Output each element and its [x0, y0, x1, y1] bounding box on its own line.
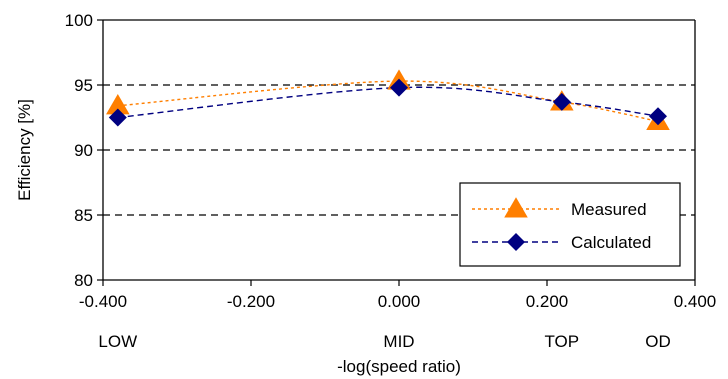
y-axis-title: Efficiency [%] — [15, 99, 34, 201]
data-point-calculated — [552, 92, 571, 111]
axis-layer — [97, 19, 696, 286]
legend-marker-calculated — [507, 233, 525, 251]
x-tick-label: -0.200 — [227, 292, 275, 311]
legend-label-measured: Measured — [571, 200, 647, 219]
gear-label-top: TOP — [544, 332, 579, 351]
series-layer — [106, 69, 670, 130]
x-tick-label: 0.000 — [378, 292, 421, 311]
x-tick-label: 0.200 — [526, 292, 569, 311]
legend-marker-measured — [504, 197, 528, 218]
x-tick-label: 0.400 — [674, 292, 717, 311]
y-tick-label: 90 — [74, 141, 93, 160]
y-tick-label: 85 — [74, 206, 93, 225]
series-line-measured — [117, 80, 659, 123]
data-point-calculated — [649, 107, 667, 126]
y-tick-label: 95 — [74, 76, 93, 95]
data-point-calculated — [108, 108, 127, 127]
data-point-measured — [106, 94, 130, 115]
gear-label-od: OD — [645, 332, 671, 351]
y-tick-label: 100 — [65, 11, 93, 30]
legend-label-calculated: Calculated — [571, 233, 651, 252]
legend: Measured Calculated — [459, 182, 681, 267]
gear-label-low: LOW — [98, 332, 137, 351]
gear-label-mid: MID — [383, 332, 414, 351]
data-point-calculated — [390, 78, 408, 97]
y-tick-label: 80 — [74, 271, 93, 290]
label-layer: 80 85 90 95 100 -0.400 -0.200 0.000 0.200 0.400 LO… — [15, 11, 716, 376]
x-axis-title: -log(speed ratio) — [337, 357, 461, 376]
x-tick-label: -0.400 — [79, 292, 127, 311]
legend-box — [459, 182, 681, 267]
